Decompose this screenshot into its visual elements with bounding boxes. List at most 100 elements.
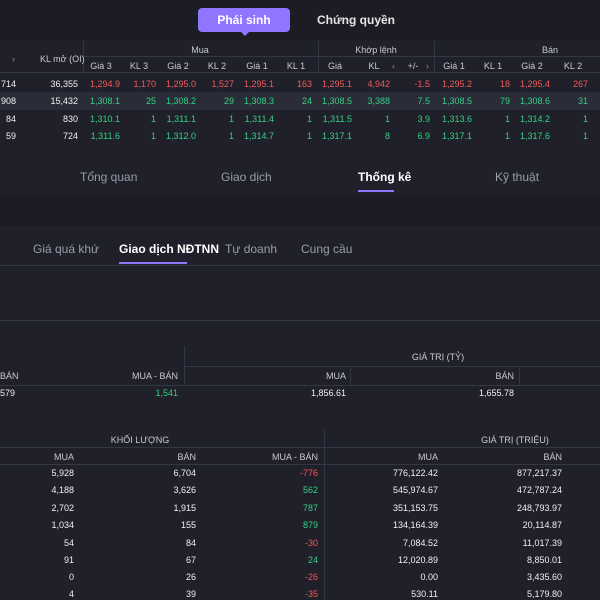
chevron-left-icon[interactable]: ‹ bbox=[392, 61, 395, 71]
cell: 1,311.6 bbox=[90, 131, 120, 141]
cell: 1,541 bbox=[155, 388, 178, 398]
cell: 787 bbox=[302, 503, 318, 513]
col-header: BÁN bbox=[543, 452, 562, 462]
col-header: BÁN bbox=[495, 371, 514, 381]
cell: 163 bbox=[296, 79, 312, 89]
oi-header: KL mở (OI) bbox=[40, 54, 85, 64]
cell: 84 bbox=[185, 538, 196, 548]
active-tab-indicator bbox=[358, 190, 394, 192]
tab-ky-thuat[interactable]: Kỹ thuật bbox=[495, 170, 540, 184]
chevron-right-icon[interactable]: › bbox=[12, 54, 15, 64]
value-group-header: GIÁ TRỊ (TỶ) bbox=[411, 352, 465, 362]
cell: 5,179.80 bbox=[526, 589, 562, 599]
match-group-header: Khớp lệnh bbox=[355, 45, 397, 55]
col-header: MUA - BÁN bbox=[131, 371, 178, 381]
cell: 54 bbox=[63, 538, 74, 548]
cell: 4,188 bbox=[51, 485, 74, 495]
tab-cung-cau[interactable]: Cung cầu bbox=[301, 242, 353, 256]
chevron-right-icon[interactable]: › bbox=[426, 61, 429, 71]
col-header: KL bbox=[368, 61, 380, 71]
active-tab-pointer bbox=[240, 31, 250, 36]
col-header: KL 2 bbox=[563, 61, 583, 71]
cell: 1,314.2 bbox=[519, 114, 550, 124]
cell: 1 bbox=[228, 114, 234, 124]
cell: 91 bbox=[63, 555, 74, 565]
section-separator bbox=[0, 196, 600, 226]
cell: 908 bbox=[0, 96, 16, 106]
cell: 79 bbox=[499, 96, 510, 106]
cell: 29 bbox=[223, 96, 234, 106]
cell: 1,034 bbox=[51, 520, 74, 530]
cell: 248,793.97 bbox=[516, 503, 562, 513]
cell: 579 bbox=[0, 388, 16, 398]
cell: 1,317.6 bbox=[519, 131, 550, 141]
cell: 1 bbox=[306, 131, 312, 141]
col-header: Giá 2 bbox=[521, 61, 543, 71]
cell: 1,317.1 bbox=[321, 131, 352, 141]
cell: 1,313.6 bbox=[441, 114, 472, 124]
cell: 3.9 bbox=[417, 114, 430, 124]
cell: 724 bbox=[62, 131, 78, 141]
selected-row-highlight bbox=[0, 92, 600, 110]
divider bbox=[0, 265, 600, 266]
col-header: MUA bbox=[418, 452, 438, 462]
cell: 1,308.2 bbox=[165, 96, 196, 106]
cell: 1,655.78 bbox=[478, 388, 514, 398]
divider bbox=[324, 430, 325, 600]
col-header: KL 1 bbox=[483, 61, 503, 71]
cell: 472,787.24 bbox=[516, 485, 562, 495]
cell: -26 bbox=[304, 572, 318, 582]
tab-thong-ke[interactable]: Thống kê bbox=[358, 170, 412, 184]
divider bbox=[0, 464, 600, 465]
cell: 11,017.39 bbox=[522, 538, 562, 548]
tab-giao-dich[interactable]: Giao dịch bbox=[221, 170, 272, 184]
cell: 1 bbox=[384, 114, 390, 124]
cell: 1,317.1 bbox=[441, 131, 472, 141]
cell: 1,308.5 bbox=[441, 96, 472, 106]
cell: 25 bbox=[145, 96, 156, 106]
active-subtab-indicator bbox=[119, 262, 187, 264]
cell: 8 bbox=[384, 131, 390, 141]
cell: 5,928 bbox=[51, 468, 74, 478]
col-header: Giá 3 bbox=[90, 61, 112, 71]
col-header: MUA bbox=[54, 452, 74, 462]
cell: 24 bbox=[307, 555, 318, 565]
tab-tong-quan[interactable]: Tổng quan bbox=[80, 170, 138, 184]
cell: 1,308.1 bbox=[89, 96, 120, 106]
cell: 1,295.2 bbox=[441, 79, 472, 89]
cell: 1,527 bbox=[211, 79, 234, 89]
cell: 67 bbox=[185, 555, 196, 565]
cell: 1 bbox=[582, 131, 588, 141]
cell: 830 bbox=[62, 114, 78, 124]
price-board: › KL mở (OI) Mua Khớp lệnh Bán Giá 3 KL … bbox=[0, 41, 600, 144]
cell: 1,856.61 bbox=[310, 388, 346, 398]
tab-chung-quyen[interactable]: Chứng quyền bbox=[316, 13, 396, 27]
col-header: KL 1 bbox=[286, 61, 306, 71]
cell: 1,311.1 bbox=[166, 114, 196, 124]
cell: 879 bbox=[302, 520, 318, 530]
cell: 2,702 bbox=[51, 503, 74, 513]
tab-phai-sinh[interactable]: Phái sinh bbox=[198, 8, 290, 32]
cell: 1,915 bbox=[173, 503, 196, 513]
tab-tu-doanh[interactable]: Tự doanh bbox=[225, 242, 278, 256]
cell: 0.00 bbox=[420, 572, 438, 582]
foreign-trading-table: KHỐI LƯỢNG GIÁ TRỊ (TRIỆU) MUA BÁN MUA -… bbox=[0, 430, 600, 600]
cell: 84 bbox=[5, 114, 16, 124]
col-header: KL 3 bbox=[129, 61, 149, 71]
cell: 1,311.5 bbox=[322, 114, 352, 124]
divider bbox=[83, 56, 600, 57]
tab-gia-qua-khu[interactable]: Giá quá khứ bbox=[33, 242, 100, 256]
cell: 39 bbox=[185, 589, 196, 599]
cell: 1,308.5 bbox=[321, 96, 352, 106]
col-header: KL 2 bbox=[207, 61, 227, 71]
divider bbox=[0, 72, 600, 73]
cell: 714 bbox=[0, 79, 16, 89]
col-header: BÁN bbox=[0, 371, 19, 381]
cell: 12,020.89 bbox=[397, 555, 438, 565]
col-header: Giá 2 bbox=[167, 61, 189, 71]
col-header: +/- bbox=[407, 61, 419, 71]
cell: -776 bbox=[299, 468, 318, 478]
cell: 1,314.7 bbox=[243, 131, 274, 141]
tab-giao-dich-ndtnn[interactable]: Giao dịch NĐTNN bbox=[119, 242, 220, 256]
